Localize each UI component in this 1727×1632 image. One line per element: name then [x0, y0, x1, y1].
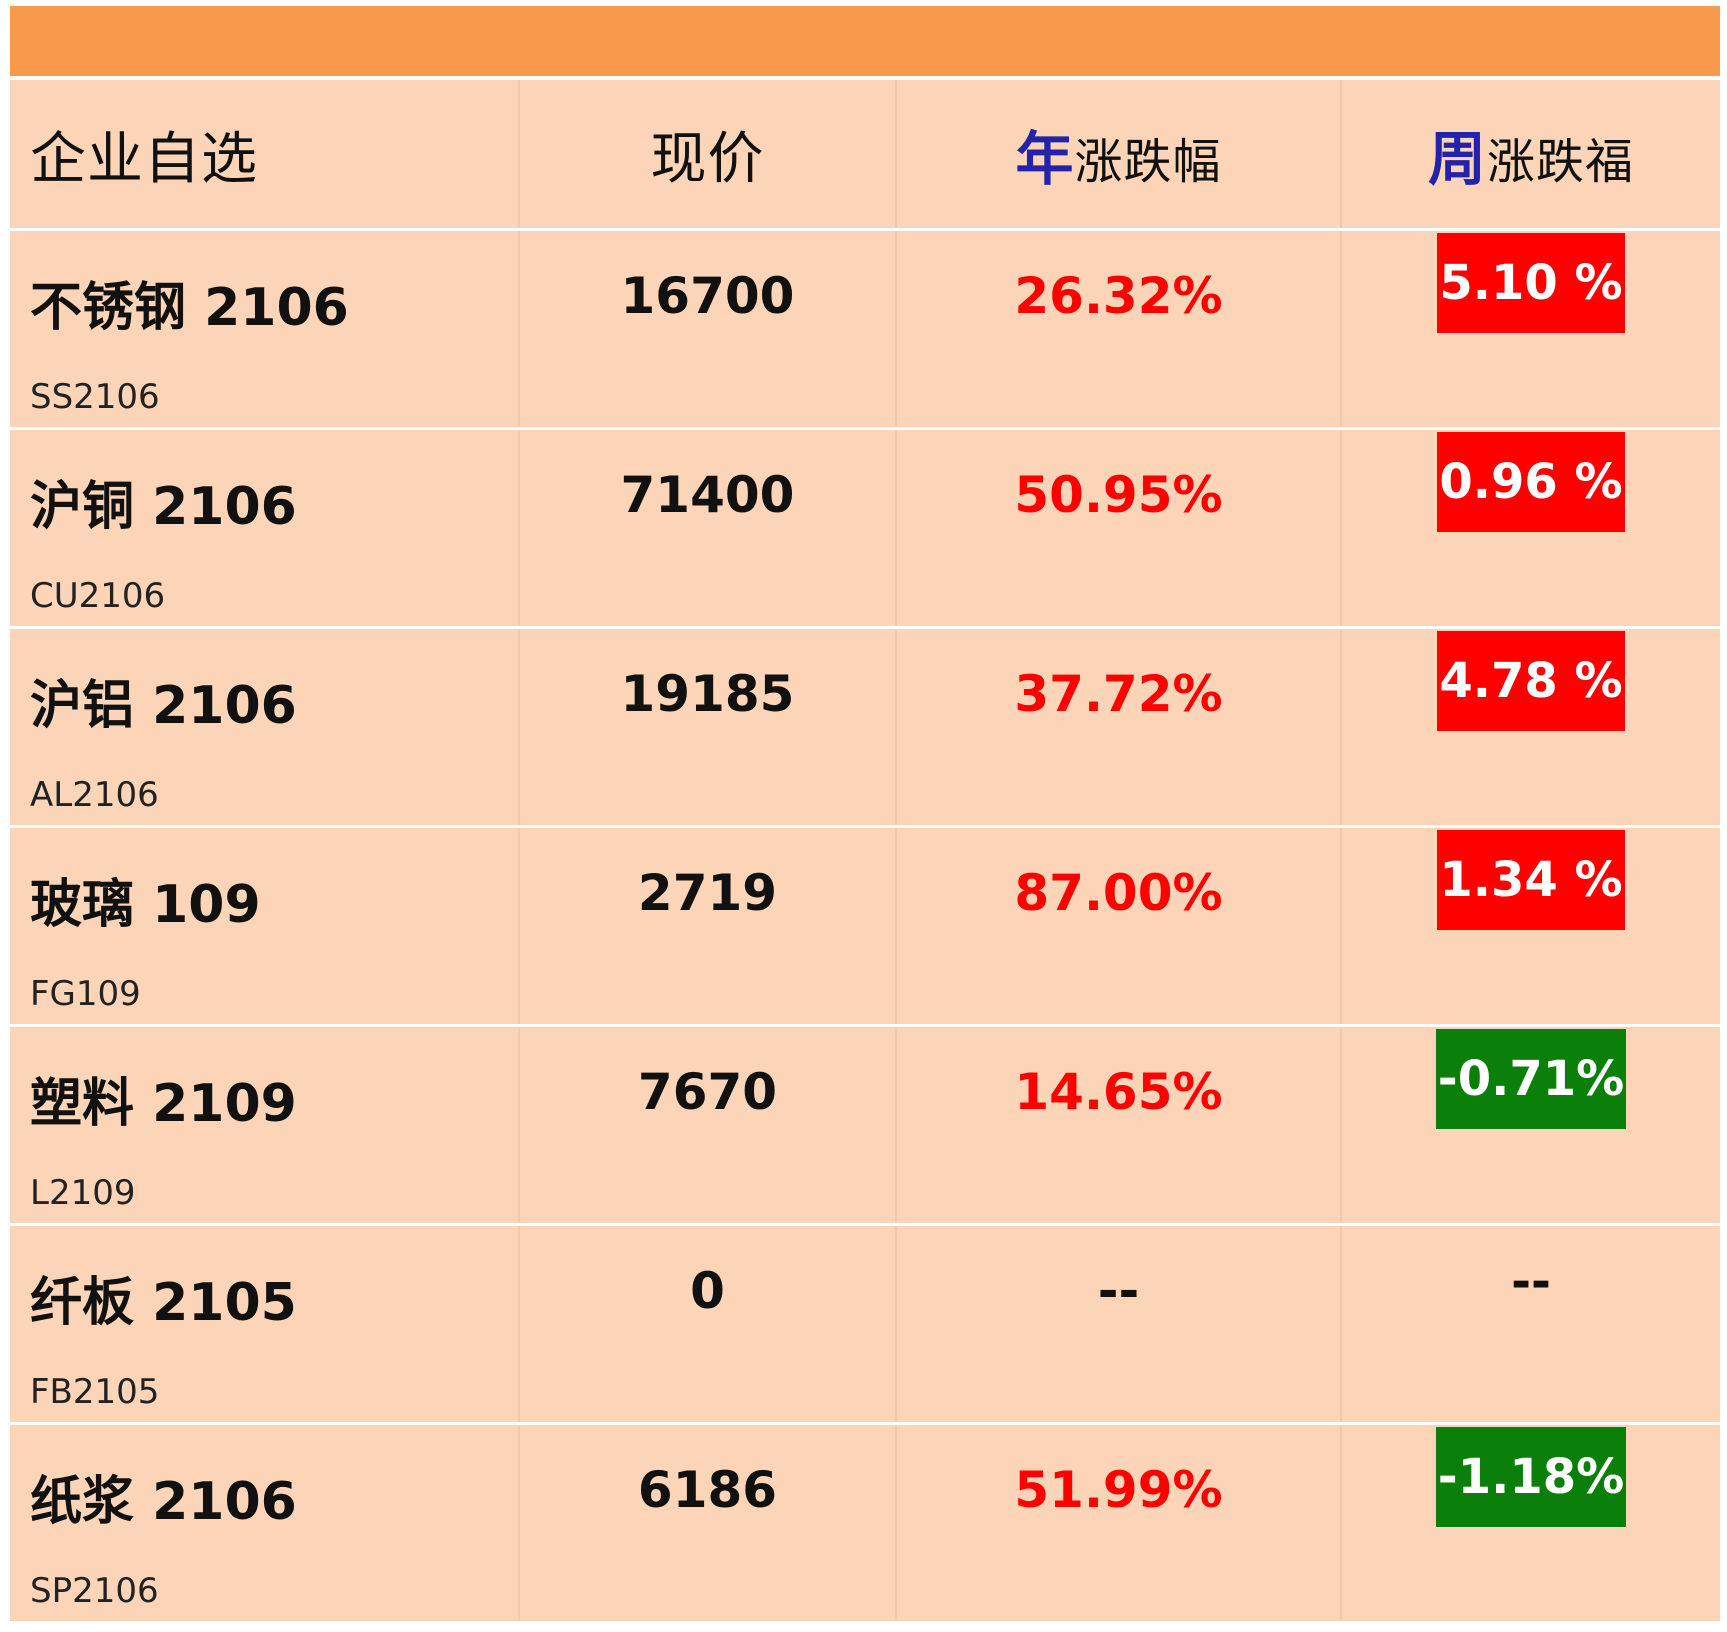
header-week-highlight: 周 [1427, 125, 1487, 193]
week-change-badge: -0.71% [1435, 1029, 1627, 1129]
contract-name: 纤板 2105 [30, 1273, 297, 1333]
cell-contract: 纸浆 2106 SP2106 [10, 1425, 518, 1621]
current-price: 2719 [637, 864, 778, 922]
table-row[interactable]: 纤板 2105 FB2105 0 -- -- [10, 1223, 1720, 1422]
watchlist-table: 企业自选 现价 年涨跌幅 周涨跌福 不锈钢 2106 SS2106 16700 26.… [10, 76, 1720, 1621]
watchlist-board: 企业自选 现价 年涨跌幅 周涨跌福 不锈钢 2106 SS2106 16700 26.… [10, 6, 1720, 1621]
week-change-badge: 4.78 % [1437, 631, 1625, 731]
contract-name: 塑料 2109 [30, 1074, 297, 1134]
cell-year-change: 87.00% [895, 828, 1340, 1024]
current-price: 19185 [620, 665, 795, 723]
cell-year-change: 50.95% [895, 430, 1340, 626]
current-price: 16700 [620, 267, 795, 325]
cell-price: 6186 [518, 1425, 895, 1621]
year-change-value: 51.99% [1014, 1461, 1223, 1519]
cell-year-change: 26.32% [895, 231, 1340, 427]
table-row[interactable]: 纸浆 2106 SP2106 6186 51.99% -1.18% [10, 1422, 1720, 1621]
cell-price: 16700 [518, 231, 895, 427]
cell-price: 71400 [518, 430, 895, 626]
cell-contract: 不锈钢 2106 SS2106 [10, 231, 518, 427]
cell-year-change: -- [895, 1226, 1340, 1422]
year-change-value: 26.32% [1014, 267, 1223, 325]
header-year-label: 涨跌幅 [1074, 134, 1222, 190]
header-year-highlight: 年 [1015, 125, 1075, 193]
header-name-label: 企业自选 [30, 126, 258, 192]
contract-name: 纸浆 2106 [30, 1472, 297, 1532]
cell-week-change: 1.34 % [1340, 828, 1720, 1024]
year-change-value: 50.95% [1014, 466, 1223, 524]
table-row[interactable]: 塑料 2109 L2109 7670 14.65% -0.71% [10, 1024, 1720, 1223]
contract-name: 沪铝 2106 [30, 676, 297, 736]
cell-price: 7670 [518, 1027, 895, 1223]
week-change-badge: -1.18% [1435, 1427, 1627, 1527]
top-banner [10, 6, 1720, 76]
current-price: 6186 [637, 1461, 778, 1519]
cell-week-change: -0.71% [1340, 1027, 1720, 1223]
table-header: 企业自选 现价 年涨跌幅 周涨跌福 [10, 76, 1720, 228]
contract-name: 不锈钢 2106 [30, 278, 349, 338]
week-change-badge: -- [1511, 1254, 1551, 1310]
header-cell-name: 企业自选 [10, 80, 518, 228]
cell-year-change: 51.99% [895, 1425, 1340, 1621]
cell-year-change: 37.72% [895, 629, 1340, 825]
cell-week-change: 0.96 % [1340, 430, 1720, 626]
week-change-badge: 5.10 % [1437, 233, 1625, 333]
contract-code: SP2106 [30, 1571, 159, 1611]
cell-week-change: -1.18% [1340, 1425, 1720, 1621]
cell-price: 0 [518, 1226, 895, 1422]
header-cell-price: 现价 [518, 80, 895, 228]
contract-code: CU2106 [30, 576, 166, 616]
year-change-value: -- [1097, 1262, 1140, 1320]
cell-contract: 纤板 2105 FB2105 [10, 1226, 518, 1422]
contract-name: 玻璃 109 [30, 875, 261, 935]
cell-week-change: 4.78 % [1340, 629, 1720, 825]
table-row[interactable]: 玻璃 109 FG109 2719 87.00% 1.34 % [10, 825, 1720, 1024]
year-change-value: 14.65% [1014, 1063, 1223, 1121]
contract-code: AL2106 [30, 775, 159, 815]
cell-year-change: 14.65% [895, 1027, 1340, 1223]
cell-price: 2719 [518, 828, 895, 1024]
table-row[interactable]: 不锈钢 2106 SS2106 16700 26.32% 5.10 % [10, 228, 1720, 427]
contract-code: FB2105 [30, 1372, 160, 1412]
year-change-value: 87.00% [1014, 864, 1223, 922]
week-change-badge: 1.34 % [1437, 830, 1625, 930]
cell-contract: 塑料 2109 L2109 [10, 1027, 518, 1223]
week-change-badge: 0.96 % [1437, 432, 1625, 532]
current-price: 71400 [620, 466, 795, 524]
contract-code: FG109 [30, 974, 141, 1014]
cell-contract: 沪铜 2106 CU2106 [10, 430, 518, 626]
cell-contract: 玻璃 109 FG109 [10, 828, 518, 1024]
contract-name: 沪铜 2106 [30, 477, 297, 537]
cell-price: 19185 [518, 629, 895, 825]
year-change-value: 37.72% [1014, 665, 1223, 723]
cell-week-change: 5.10 % [1340, 231, 1720, 427]
contract-code: L2109 [30, 1173, 136, 1213]
header-price-label: 现价 [650, 126, 765, 192]
table-row[interactable]: 沪铜 2106 CU2106 71400 50.95% 0.96 % [10, 427, 1720, 626]
cell-contract: 沪铝 2106 AL2106 [10, 629, 518, 825]
current-price: 0 [690, 1262, 725, 1320]
cell-week-change: -- [1340, 1226, 1720, 1422]
header-week-label: 涨跌福 [1487, 134, 1635, 190]
header-cell-year-change: 年涨跌幅 [895, 80, 1340, 228]
current-price: 7670 [637, 1063, 778, 1121]
table-row[interactable]: 沪铝 2106 AL2106 19185 37.72% 4.78 % [10, 626, 1720, 825]
contract-code: SS2106 [30, 377, 160, 417]
header-cell-week-change: 周涨跌福 [1340, 80, 1720, 228]
